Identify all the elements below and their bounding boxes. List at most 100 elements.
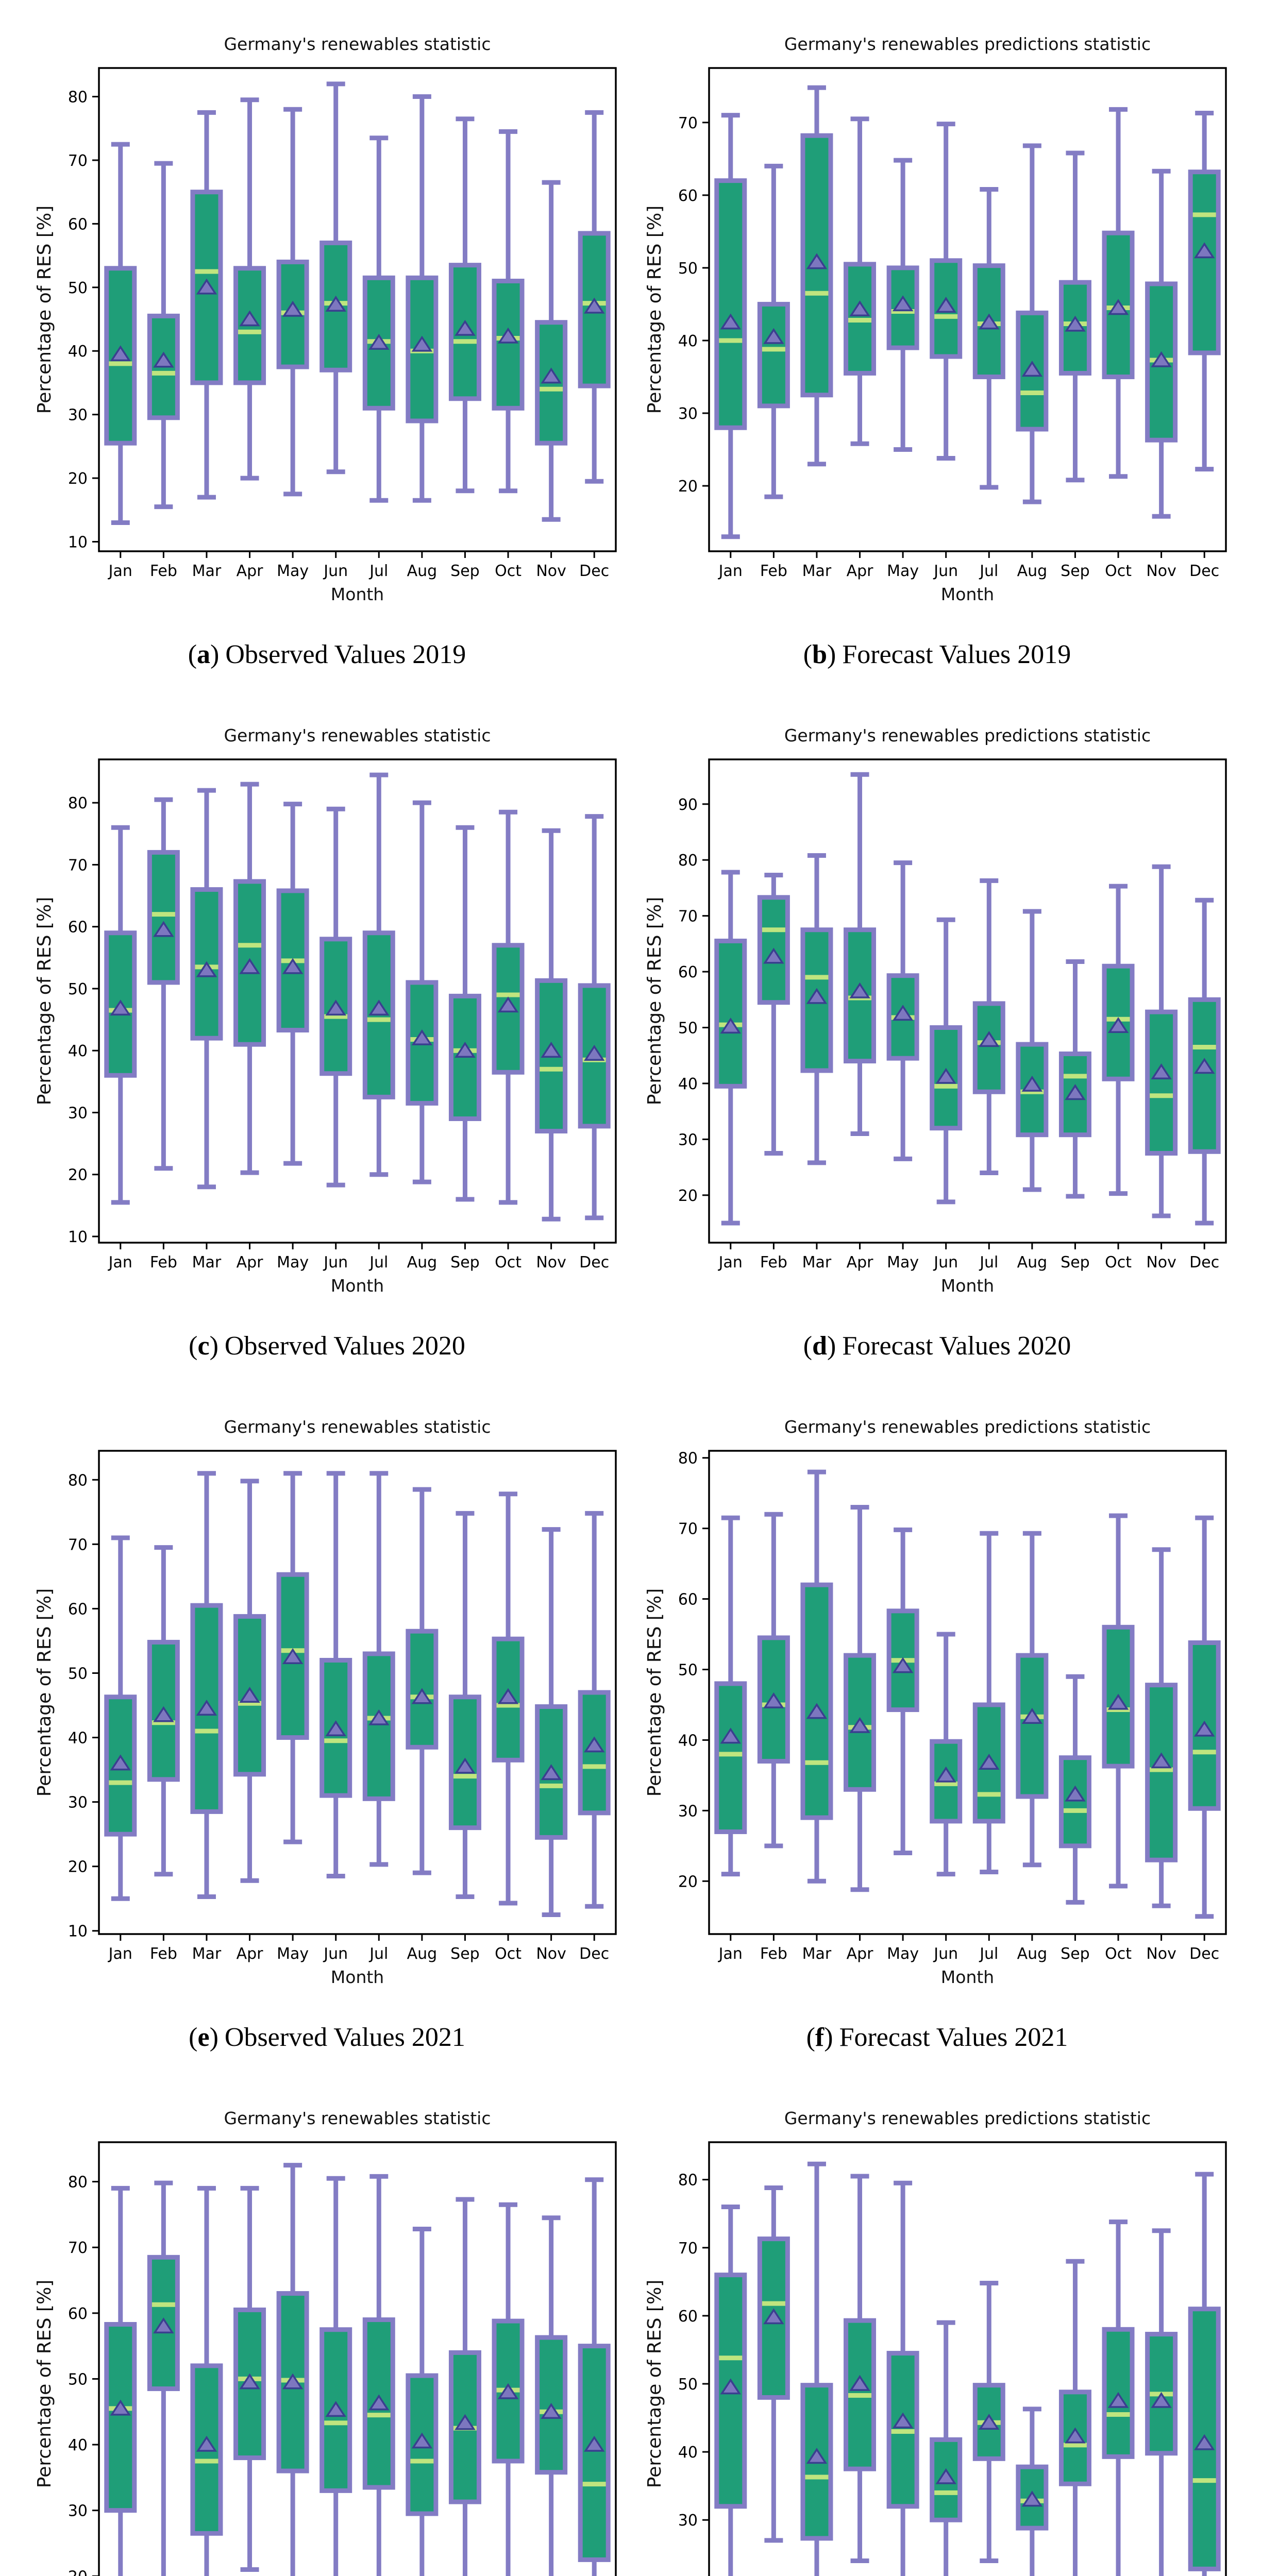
boxplot-chart-observed-2020: 10 20 30 40 50 60 70 80 Jan Feb Mar Apr May Jun Jul Aug…: [34, 725, 617, 1296]
x-tick-label: Sep: [450, 562, 480, 580]
x-tick-label: Nov: [1146, 1945, 1176, 1963]
mean-marker: [497, 1688, 519, 1704]
box-jul: [972, 2280, 1005, 2563]
axes-frame: [98, 758, 617, 1244]
y-tick-label: 30: [678, 2512, 698, 2530]
mean-marker: [763, 947, 784, 964]
box-sep: [1058, 2259, 1091, 2576]
iqr-box: [1016, 2464, 1049, 2531]
mean-marker: [935, 2468, 956, 2484]
y-tick-label: 30: [68, 406, 88, 425]
x-tick-label: Apr: [847, 1253, 874, 1272]
box-oct: [492, 2202, 525, 2576]
mean-marker: [849, 982, 870, 998]
mean-marker: [196, 961, 217, 977]
box-jun: [930, 1632, 963, 1877]
y-tick-label: 10: [68, 1923, 88, 1941]
x-tick-label: Aug: [407, 1945, 438, 1963]
y-tick-label: 60: [68, 2305, 88, 2323]
box-nov: [1145, 1547, 1178, 1908]
box-mar: [190, 1471, 223, 1899]
mean-marker: [1107, 299, 1129, 315]
mean-marker: [1193, 2434, 1215, 2450]
iqr-box: [147, 850, 180, 985]
iqr-box: [104, 2322, 137, 2513]
boxplot-chart-forecast-2022: 20304050607080JanFebMarAprMayJunJulAugSe…: [644, 2108, 1227, 2576]
mean-marker: [583, 2435, 605, 2452]
box-oct: [492, 129, 525, 494]
y-tick-label: 70: [68, 1536, 88, 1554]
boxplot-chart-forecast-2019: 20 30 40 50 60 70 Jan Feb Mar Apr May Jun Jul Aug Sep O…: [644, 34, 1227, 604]
iqr-box: [714, 1681, 747, 1834]
box-may: [276, 1471, 309, 1844]
mean-marker: [720, 1727, 742, 1744]
x-tick-label: Feb: [150, 562, 177, 580]
x-tick-label: May: [277, 1945, 309, 1963]
x-tick-label: Apr: [237, 562, 264, 580]
y-axis: 20 30 40 50 60 70 80: [68, 2174, 99, 2576]
box-feb: [147, 161, 180, 510]
y-tick-label: 60: [68, 215, 88, 233]
mean-marker: [497, 327, 519, 344]
chart-title: Germany's renewables predictions statist…: [784, 2108, 1151, 2128]
y-tick-label: 30: [678, 1802, 698, 1820]
mean-marker: [110, 345, 131, 362]
x-tick-label: May: [887, 1945, 919, 1963]
box-may: [886, 158, 919, 452]
iqr-box: [147, 1639, 180, 1782]
box-sep: [1058, 959, 1091, 1199]
iqr-box: [578, 2344, 611, 2562]
y-axis: 10 20 30 40 50 60 70 80: [68, 1471, 99, 1941]
mean-marker: [1107, 2392, 1129, 2408]
mean-marker: [1021, 361, 1043, 377]
y-tick-label: 80: [678, 1450, 698, 1468]
iqr-box: [972, 1001, 1005, 1094]
box-sep: [1058, 1674, 1091, 1905]
box-may: [886, 860, 919, 1161]
y-tick-label: 30: [68, 1104, 88, 1122]
y-tick-label: 50: [678, 1661, 698, 1679]
x-tick-label: Mar: [802, 1253, 832, 1272]
box-may: [886, 1527, 919, 1856]
mean-marker: [806, 1703, 828, 1719]
box-jun: [319, 2176, 352, 2576]
box-oct: [1102, 2219, 1135, 2576]
y-tick-label: 50: [68, 279, 88, 297]
x-tick-label: May: [277, 562, 309, 580]
x-tick-label: Jan: [718, 1253, 743, 1272]
box-may: [276, 2163, 309, 2576]
box-aug: [1016, 1531, 1049, 1868]
y-axis-label: Percentage of RES [%]: [34, 1588, 55, 1797]
box-jun: [930, 917, 963, 1205]
box-sep: [448, 825, 481, 1202]
mean-marker: [411, 1029, 433, 1045]
x-tick-label: Nov: [1146, 1253, 1176, 1272]
caption-paren-close: ): [827, 640, 836, 669]
caption-paren-close: ): [210, 640, 220, 669]
box-nov: [1145, 2228, 1178, 2576]
box-oct: [492, 1492, 525, 1906]
mean-marker: [979, 313, 1000, 330]
panel-forecast-2019: 20 30 40 50 60 70 Jan Feb Mar Apr May Jun Jul Aug Sep O…: [642, 13, 1232, 671]
iqr-box: [800, 927, 833, 1073]
iqr-box: [800, 2383, 833, 2541]
y-tick-label: 80: [68, 89, 88, 107]
iqr-box: [714, 938, 747, 1089]
mean-marker: [1065, 1785, 1086, 1802]
y-axis-label: Percentage of RES [%]: [644, 206, 665, 414]
x-tick-label: Apr: [847, 1945, 874, 1963]
box-aug: [1016, 143, 1049, 504]
y-axis: 20 30 40 50 60 70 80: [678, 1450, 709, 1891]
x-tick-label: Jul: [368, 1253, 388, 1272]
mean-marker: [979, 1031, 1000, 1047]
iqr-box: [492, 278, 525, 411]
x-tick-label: May: [887, 562, 919, 580]
x-tick-label: Jul: [979, 562, 998, 580]
iqr-box: [714, 178, 747, 430]
caption-letter: d: [812, 1331, 828, 1361]
iqr-box: [1145, 1009, 1178, 1156]
x-tick-label: Feb: [150, 1253, 177, 1272]
x-axis-label: Month: [941, 1276, 994, 1296]
box-mar: [190, 788, 223, 1190]
